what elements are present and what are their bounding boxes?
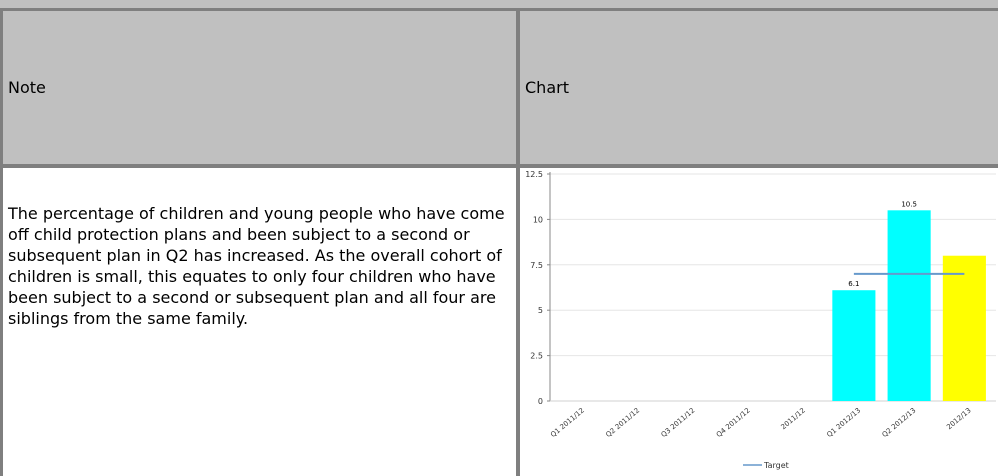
y-tick-label-4: 10 bbox=[533, 215, 543, 224]
x-tick-label-5: Q1 2012/13 bbox=[825, 406, 862, 439]
note-body-text: The percentage of children and young peo… bbox=[8, 204, 505, 328]
data-label-5: 6.1 bbox=[848, 280, 859, 288]
x-tick-label-4: 2011/12 bbox=[779, 406, 806, 431]
y-tick-label-2: 5 bbox=[538, 306, 543, 315]
header-bottom-border bbox=[0, 164, 998, 168]
bar-5 bbox=[832, 290, 876, 401]
legend-target-label: Target bbox=[763, 461, 789, 470]
bar-chart: 0 2.5 5 7.5 10 12.5 6.1 10.5 Q1 2011/12 Q2 2011/1… bbox=[525, 170, 996, 470]
x-tick-label-7: 2012/13 bbox=[945, 406, 972, 431]
table-border-top bbox=[0, 8, 998, 11]
y-tick-label-5: 12.5 bbox=[525, 170, 543, 179]
bar-6 bbox=[887, 210, 931, 401]
header-note-label: Note bbox=[8, 78, 46, 97]
data-label-6: 10.5 bbox=[901, 200, 917, 208]
y-tick-label-0: 0 bbox=[538, 397, 543, 406]
x-tick-label-3: Q4 2011/12 bbox=[715, 406, 752, 439]
x-tick-label-1: Q2 2011/12 bbox=[604, 406, 641, 439]
x-tick-label-6: Q2 2012/13 bbox=[881, 406, 918, 439]
header-cell-note bbox=[0, 0, 518, 168]
column-divider bbox=[516, 8, 520, 476]
table-border-left bbox=[0, 8, 3, 476]
y-tick-label-1: 2.5 bbox=[530, 352, 543, 361]
y-tick-label-3: 7.5 bbox=[530, 261, 543, 270]
x-tick-label-0: Q1 2011/12 bbox=[549, 406, 586, 439]
header-chart-label: Chart bbox=[525, 78, 569, 97]
header-cell-chart bbox=[518, 0, 998, 168]
bar-7 bbox=[942, 255, 986, 401]
x-tick-label-2: Q3 2011/12 bbox=[660, 406, 697, 439]
